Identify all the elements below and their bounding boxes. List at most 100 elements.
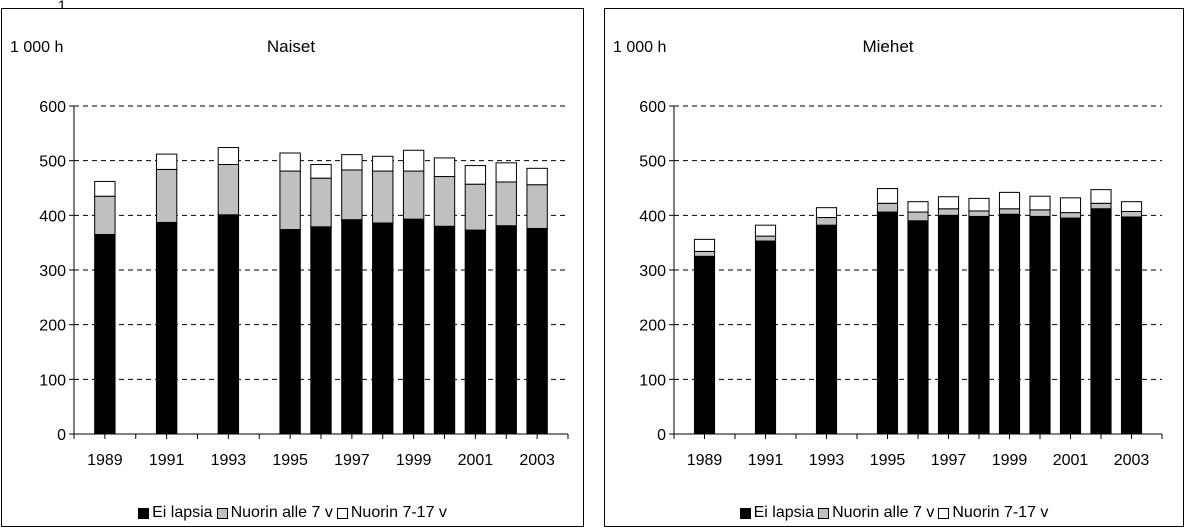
chart-miehet-svg: 1 000 h Miehet 0 100 200 300 400 500 600 1989 1991… (613, 37, 1163, 469)
x-tick-label: 2003 (519, 452, 555, 469)
bar-segment (937, 214, 960, 435)
bar-segment (94, 233, 116, 435)
legend-item: Ei lapsia (138, 504, 213, 522)
y-tick-label: 500 (639, 154, 666, 171)
bar-segment (1029, 215, 1051, 435)
bar-segment (876, 188, 899, 204)
bar-segment (876, 211, 899, 435)
bar-segment (526, 167, 548, 186)
legend-item: Ei lapsia (739, 504, 815, 522)
y-tick-label: 400 (39, 208, 66, 225)
bar-segment (1059, 212, 1082, 219)
x-tick-label: 2001 (458, 452, 494, 469)
x-tick-label: 1993 (211, 452, 247, 469)
y-tick-label: 0 (657, 427, 666, 444)
bar-segment (1120, 211, 1143, 218)
legend-item: Nuorin 7-17 v (938, 504, 1048, 522)
bar-segment (815, 207, 838, 219)
legend-item: Nuorin alle 7 v (216, 504, 333, 522)
bar-segment (526, 227, 548, 435)
legend-label: Nuorin alle 7 v (832, 504, 935, 521)
legend-swatch (216, 507, 228, 519)
bar-segment (907, 211, 929, 222)
y-tick-label: 300 (39, 263, 66, 280)
bar-segment (341, 169, 363, 221)
legend-swatch (938, 507, 950, 519)
bar-segment (402, 149, 425, 172)
x-tick-label: 1989 (687, 452, 723, 469)
bar-segment (372, 222, 394, 435)
bar-segment (155, 221, 178, 435)
bar-segment (693, 238, 716, 252)
bar-segment (279, 152, 301, 172)
chart-title: Naiset (267, 37, 315, 56)
bar-segment (402, 218, 425, 435)
bar-segment (279, 170, 301, 231)
x-tick-label: 1993 (809, 452, 845, 469)
bar-segment (998, 208, 1021, 215)
bar-segment (94, 195, 116, 235)
x-tick-label: 1997 (931, 452, 967, 469)
bar-segment (433, 225, 456, 435)
bar-segment (1059, 217, 1082, 435)
chart-title: Miehet (862, 37, 913, 56)
bar-segment (310, 163, 332, 179)
bar-segment (495, 225, 517, 435)
bar-segment (464, 183, 487, 231)
bar-segment (693, 255, 716, 435)
x-tick-label: 1995 (870, 452, 906, 469)
legend-label: Ei lapsia (152, 504, 213, 521)
x-tick-label: 2001 (1053, 452, 1089, 469)
y-tick-label: 100 (639, 372, 666, 389)
legend-swatch (138, 507, 150, 519)
bar-segment (433, 176, 456, 227)
legend-label: Nuorin alle 7 v (230, 504, 333, 521)
legend: Ei lapsia Nuorin alle 7 v Nuorin 7-17 v (605, 504, 1183, 522)
x-tick-label: 1997 (334, 452, 370, 469)
bar-segment (815, 224, 838, 435)
bar-segment (433, 157, 456, 178)
bar-segment (937, 208, 960, 216)
bar-segment (754, 235, 777, 242)
x-tick-label: 1991 (748, 452, 784, 469)
bar-segment (998, 191, 1021, 210)
bar-segment (937, 196, 960, 210)
chart-panel-miehet: 1 000 h Miehet 0 100 200 300 400 500 600 1989 1991… (604, 8, 1184, 527)
bar-segment (464, 165, 487, 185)
bar-segment (155, 168, 178, 223)
y-axis-label: 1 000 h (10, 39, 63, 56)
y-tick-label: 400 (639, 208, 666, 225)
bar-segment (402, 170, 425, 220)
bar-segment (341, 154, 363, 171)
bar-segment (754, 240, 777, 435)
bar-segment (341, 219, 363, 435)
bar-segment (526, 184, 548, 229)
x-tick-label: 1991 (149, 452, 185, 469)
bar-segment (968, 210, 990, 217)
bar-segment (495, 162, 517, 183)
chart-naiset-svg: 1 000 h Naiset 0 100 200 300 400 500 600 1989 1991… (10, 37, 569, 469)
legend-label: Nuorin 7-17 v (350, 504, 447, 521)
x-tick-label: 1999 (396, 452, 432, 469)
bar-segment (372, 155, 394, 172)
y-tick-label: 600 (639, 99, 666, 116)
y-axis-label: 1 000 h (613, 39, 666, 56)
y-tick-label: 300 (639, 263, 666, 280)
bar-segment (217, 214, 240, 435)
legend-label: Ei lapsia (753, 504, 815, 521)
legend-label: Nuorin 7-17 v (952, 504, 1049, 521)
bar-segment (1029, 209, 1051, 217)
bar-segment (495, 181, 517, 227)
bar-segment (968, 197, 990, 212)
bar-segment (693, 250, 716, 257)
y-tick-label: 200 (639, 318, 666, 335)
bar-segment (217, 163, 240, 216)
y-tick-label: 600 (39, 99, 66, 116)
bar-segment (1090, 189, 1112, 204)
bar-segment (998, 213, 1021, 435)
bar-segment (372, 170, 394, 224)
legend-item: Nuorin 7-17 v (336, 504, 447, 522)
bar-segment (907, 201, 929, 213)
bar-segment (1029, 195, 1051, 211)
x-tick-label: 1999 (992, 452, 1028, 469)
